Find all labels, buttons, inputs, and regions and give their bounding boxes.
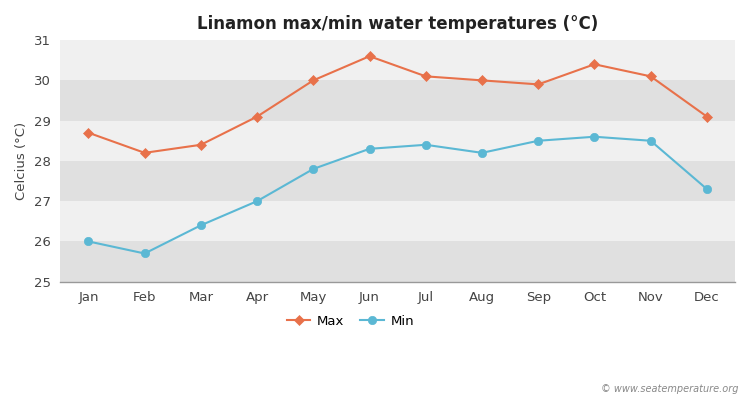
Max bbox=[422, 74, 430, 79]
Max bbox=[646, 74, 656, 79]
Bar bbox=[60, 80, 735, 121]
Bar bbox=[60, 161, 735, 201]
Title: Linamon max/min water temperatures (°C): Linamon max/min water temperatures (°C) bbox=[197, 15, 598, 33]
Min bbox=[365, 146, 374, 151]
Min bbox=[703, 187, 712, 192]
Bar bbox=[60, 121, 735, 161]
Max bbox=[703, 114, 712, 119]
Min bbox=[646, 138, 656, 143]
Max bbox=[84, 130, 93, 135]
Max bbox=[590, 62, 599, 67]
Min bbox=[253, 199, 262, 204]
Legend: Max, Min: Max, Min bbox=[281, 310, 419, 333]
Line: Max: Max bbox=[85, 52, 711, 157]
Min bbox=[140, 251, 149, 256]
Min bbox=[196, 223, 206, 228]
Max bbox=[365, 54, 374, 59]
Min bbox=[309, 166, 318, 171]
Min bbox=[590, 134, 599, 139]
Bar bbox=[60, 40, 735, 80]
Min bbox=[422, 142, 430, 147]
Max bbox=[196, 142, 206, 147]
Max bbox=[253, 114, 262, 119]
Text: © www.seatemperature.org: © www.seatemperature.org bbox=[602, 384, 739, 394]
Max bbox=[478, 78, 487, 83]
Max bbox=[309, 78, 318, 83]
Max bbox=[534, 82, 543, 87]
Min bbox=[478, 150, 487, 155]
Min bbox=[84, 239, 93, 244]
Max bbox=[140, 150, 149, 155]
Min bbox=[534, 138, 543, 143]
Y-axis label: Celcius (°C): Celcius (°C) bbox=[15, 122, 28, 200]
Bar bbox=[60, 201, 735, 242]
Bar bbox=[60, 242, 735, 282]
Line: Min: Min bbox=[84, 132, 711, 258]
